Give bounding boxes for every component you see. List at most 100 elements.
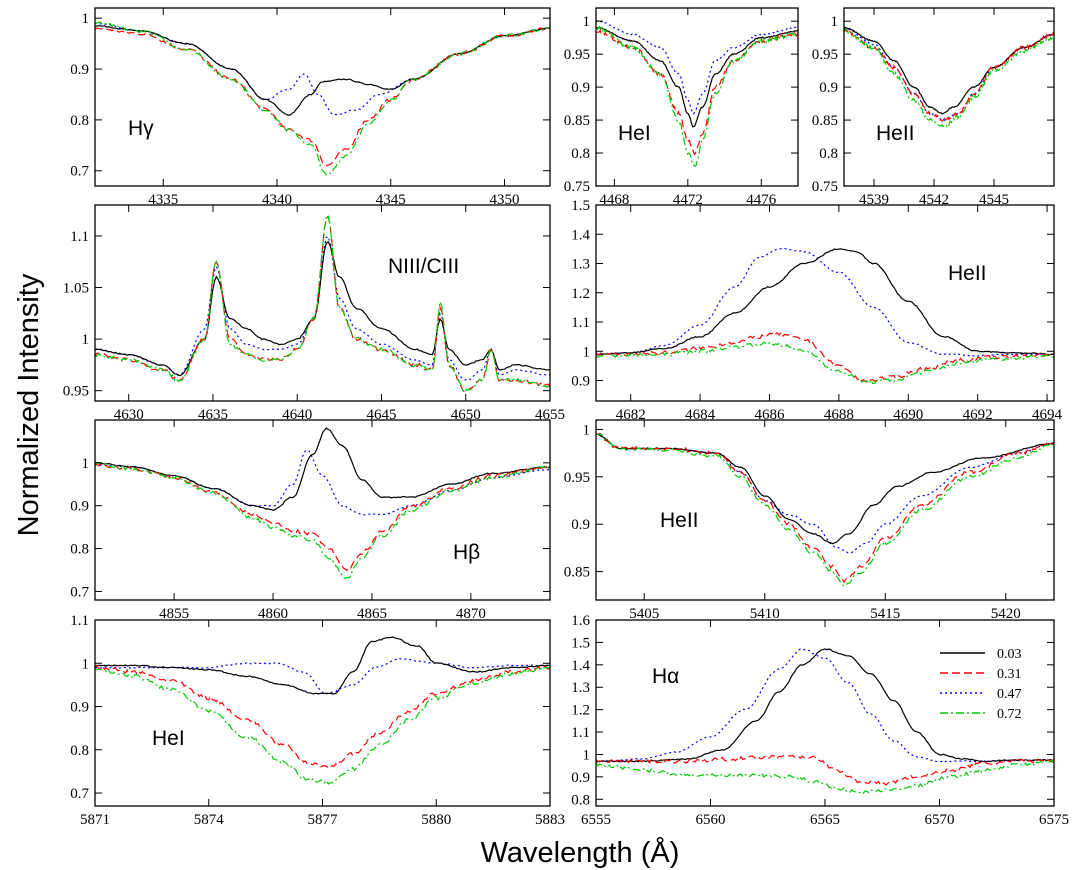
x-tick-label: 4472 <box>673 192 703 208</box>
panels: 4335 4340 4345 4350 0.7 0.8 0.9 1 Hγ 4468 4472 4476… <box>63 7 1069 828</box>
series-group <box>596 20 798 167</box>
y-tick-label: 1 <box>583 344 591 360</box>
y-tick-label: 1.3 <box>571 680 590 696</box>
series-group <box>596 247 1054 385</box>
plot-frame <box>595 619 1055 807</box>
x-tick-label: 4645 <box>366 407 396 423</box>
x-tick-label: 5877 <box>308 812 339 828</box>
series-line-0.72 <box>95 214 550 392</box>
x-axis-title: Wavelength (Å) <box>481 836 680 869</box>
series-line-0.47 <box>844 26 1054 121</box>
x-tick-label: 4640 <box>282 407 312 423</box>
series-line-0.03 <box>95 427 550 511</box>
x-tick-label: 4682 <box>616 407 646 423</box>
series-line-0.47 <box>95 657 550 695</box>
series-group <box>596 432 1054 588</box>
x-tick-label: 5420 <box>991 606 1021 622</box>
series-group <box>95 21 550 176</box>
panel-label: Hα <box>652 665 679 688</box>
y-tick-label: 0.9 <box>819 80 838 96</box>
y-tick-label: 1 <box>82 456 90 472</box>
panel-label: HeI <box>152 727 185 750</box>
y-tick-label: 0.7 <box>70 584 89 600</box>
series-group <box>844 26 1054 128</box>
panel-label: HeII <box>876 122 915 145</box>
series-line-0.03 <box>596 648 1054 763</box>
plot-frame <box>595 419 1055 601</box>
y-tick-label: 1.5 <box>571 198 590 214</box>
x-tick-label: 4686 <box>754 407 785 423</box>
plot-frame <box>94 204 551 402</box>
x-tick-label: 4630 <box>114 407 144 423</box>
y-tick-label: 1.4 <box>571 227 590 243</box>
y-tick-label: 0.9 <box>571 374 590 390</box>
panel-5: 4682 4684 4686 4688 4690 4692 4694 0.9 1 1.1 1.2 1.… <box>571 198 1062 423</box>
y-tick-label: 0.9 <box>70 62 89 78</box>
x-tick-label: 4690 <box>893 407 923 423</box>
x-tick-label: 5405 <box>629 606 659 622</box>
y-tick-label: 1 <box>82 332 90 348</box>
series-line-0.31 <box>844 28 1054 123</box>
series-line-0.03 <box>844 27 1054 115</box>
plot-frame <box>843 7 1055 187</box>
y-tick-label: 0.9 <box>571 770 590 786</box>
y-tick-label: 1.2 <box>571 703 590 719</box>
series-line-0.72 <box>596 759 1054 795</box>
x-tick-label: 4345 <box>376 192 406 208</box>
panel-2: 4468 4472 4476 0.75 0.8 0.85 0.9 0.95 1 HeI <box>564 7 799 208</box>
series-line-0.31 <box>596 331 1054 383</box>
x-tick-label: 4855 <box>159 606 189 622</box>
x-tick-label: 4476 <box>746 192 777 208</box>
series-line-0.72 <box>844 28 1054 128</box>
y-tick-label: 1.2 <box>571 286 590 302</box>
series-line-0.72 <box>95 21 550 176</box>
plot-frame <box>94 419 551 601</box>
y-tick-label: 0.85 <box>564 113 590 129</box>
x-tick-label: 4542 <box>919 192 949 208</box>
x-tick-label: 4684 <box>685 407 716 423</box>
x-tick-label: 4468 <box>599 192 629 208</box>
y-tick-label: 1.6 <box>571 613 590 629</box>
legend-label-0.47: 0.47 <box>997 687 1022 702</box>
series-line-0.31 <box>95 664 550 770</box>
y-tick-label: 0.9 <box>571 517 590 533</box>
x-tick-label: 4655 <box>535 407 565 423</box>
x-tick-label: 6570 <box>925 812 955 828</box>
x-tick-label: 5410 <box>750 606 780 622</box>
x-tick-label: 4860 <box>258 606 288 622</box>
panel-label: NIII/CIII <box>388 255 459 278</box>
y-tick-label: 1 <box>82 656 90 672</box>
panel-4: 4630 4635 4640 4645 4650 4655 0.95 1 1.05 1.1 NIII… <box>63 204 565 423</box>
series-group <box>596 648 1054 795</box>
panel-label: HeII <box>948 262 987 285</box>
y-tick-label: 0.7 <box>70 164 89 180</box>
series-line-0.72 <box>596 433 1054 588</box>
series-line-0.72 <box>596 341 1054 385</box>
x-tick-label: 4692 <box>963 407 993 423</box>
x-tick-label: 6555 <box>581 812 611 828</box>
y-tick-label: 0.75 <box>812 179 838 195</box>
panel-6: 4855 4860 4865 4870 0.7 0.8 0.9 1 Hβ <box>70 419 551 622</box>
panel-9: 6555 6560 6565 6570 6575 0.8 0.9 1 1.1 1.2 1.3 1.4 1… <box>571 613 1069 828</box>
series-line-0.72 <box>95 461 550 580</box>
y-tick-label: 0.9 <box>70 700 89 716</box>
y-tick-label: 0.8 <box>571 146 590 162</box>
y-tick-label: 0.95 <box>564 470 590 486</box>
series-line-0.31 <box>95 27 550 167</box>
y-tick-label: 0.8 <box>70 542 89 558</box>
legend-label-0.72: 0.72 <box>997 707 1022 722</box>
y-tick-label: 1 <box>583 14 591 30</box>
y-tick-label: 1.05 <box>63 281 89 297</box>
x-tick-label: 4545 <box>979 192 1009 208</box>
plot-frame <box>595 7 799 187</box>
y-tick-label: 0.7 <box>70 786 89 802</box>
panel-label: HeII <box>660 509 699 532</box>
x-tick-label: 4335 <box>148 192 178 208</box>
series-line-0.31 <box>596 754 1054 786</box>
panel-1: 4335 4340 4345 4350 0.7 0.8 0.9 1 Hγ <box>70 7 551 208</box>
x-tick-label: 4650 <box>451 407 481 423</box>
x-tick-label: 5874 <box>194 812 225 828</box>
y-tick-label: 1 <box>583 747 591 763</box>
panel-label: HeI <box>618 122 651 145</box>
